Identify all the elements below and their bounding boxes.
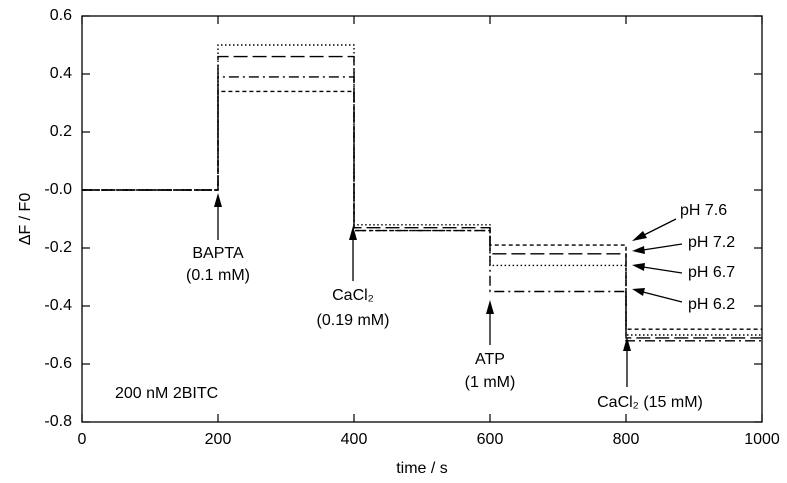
x-tick-label: 800: [613, 431, 640, 448]
y-tick-label: 0.2: [50, 123, 72, 140]
x-tick-label: 400: [341, 431, 368, 448]
annotation: (1 mM): [465, 374, 516, 391]
series-line: [82, 90, 762, 330]
series-label: pH 7.2: [688, 234, 735, 251]
arrow: [642, 243, 683, 251]
x-tick-label: 1000: [744, 431, 780, 448]
annotation: 200 nM 2BITC: [115, 385, 218, 402]
arrow: [642, 266, 683, 274]
arrow-head: [214, 193, 222, 207]
y-tick-label: 0.6: [50, 7, 72, 24]
plot-frame: [81, 15, 763, 423]
x-tick-label: 600: [477, 431, 504, 448]
arrow-head: [632, 288, 645, 296]
arrow: [641, 218, 677, 237]
annotation: (0.1 mM): [186, 267, 250, 284]
arrow-head: [632, 231, 647, 241]
arrow-head: [632, 246, 645, 254]
series-line: [82, 76, 762, 342]
series-label: pH 6.2: [688, 296, 735, 313]
arrow-head: [349, 226, 357, 240]
y-tick-label: -0.0: [44, 181, 72, 198]
series-label: pH 7.6: [680, 202, 727, 219]
arrow-head: [623, 337, 631, 351]
y-tick-label: -0.6: [44, 355, 72, 372]
y-axis-label: ΔF / F0: [17, 193, 34, 246]
y-tick-label: 0.4: [50, 65, 72, 82]
y-tick-label: -0.2: [44, 239, 72, 256]
x-axis-label: time / s: [396, 460, 448, 477]
x-tick-label: 200: [205, 431, 232, 448]
y-tick-label: -0.4: [44, 297, 72, 314]
series-label: pH 6.7: [688, 264, 735, 281]
x-tick-label: 0: [78, 431, 87, 448]
annotation: CaCl₂ (15 mM): [597, 394, 703, 411]
annotation: BAPTA: [192, 245, 244, 262]
arrow: [642, 291, 683, 303]
arrow-head: [486, 300, 494, 314]
annotation: CaCl₂: [332, 287, 374, 304]
annotation: ATP: [475, 351, 505, 368]
arrow-head: [632, 263, 645, 271]
annotation: (0.19 mM): [317, 312, 390, 329]
arrows: [214, 193, 683, 387]
y-tick-label: -0.8: [44, 413, 72, 430]
